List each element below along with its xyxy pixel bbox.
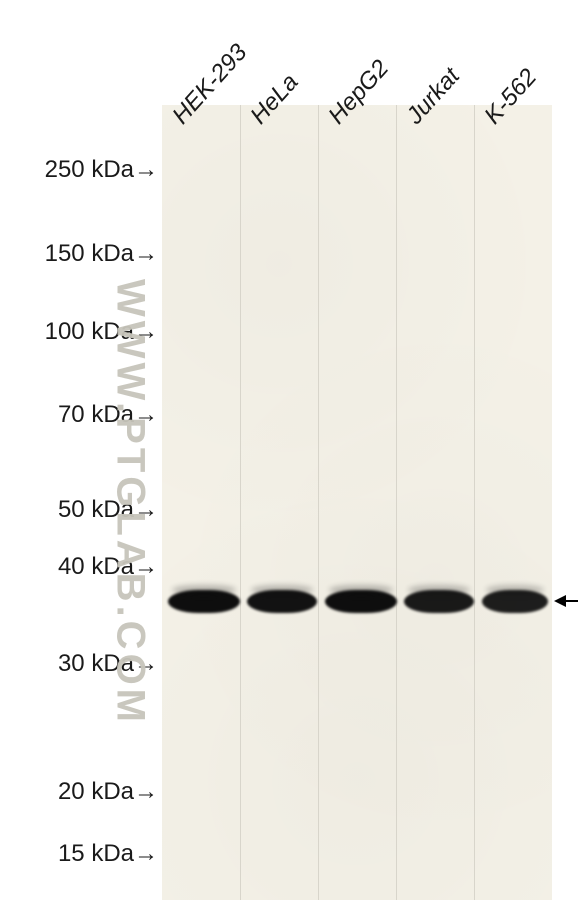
- blot-figure: HEK-293HeLaHepG2JurkatK-562 250 kDa→150 …: [0, 0, 580, 903]
- lane-separator: [240, 105, 241, 900]
- mw-marker-label: 15 kDa→: [0, 840, 158, 868]
- blot-band-halo: [329, 585, 393, 595]
- mw-marker-label: 20 kDa→: [0, 778, 158, 806]
- lane-separator: [396, 105, 397, 900]
- blot-band-halo: [172, 585, 236, 595]
- lane-separator: [318, 105, 319, 900]
- blot-band-halo: [486, 585, 544, 595]
- blot-band-halo: [251, 585, 313, 595]
- blot-texture: [162, 105, 552, 900]
- blot-band-halo: [408, 585, 470, 595]
- band-arrow-head: [554, 595, 566, 607]
- watermark-text: WWW.PTGLAB.COM: [108, 243, 153, 763]
- mw-marker-label: 250 kDa→: [0, 156, 158, 184]
- lane-separator: [474, 105, 475, 900]
